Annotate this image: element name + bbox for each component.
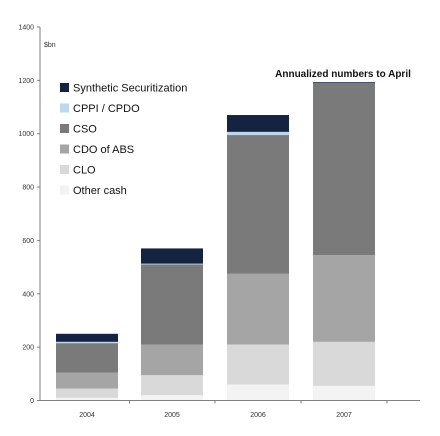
bar-cppi-cpdo-2006 — [227, 131, 289, 136]
bar-cso-2006 — [227, 135, 289, 274]
legend-label-cdo-of-abs: CDO of ABS — [73, 144, 134, 156]
bar-cso-2004 — [56, 343, 118, 373]
bar-clo-2004 — [56, 388, 118, 398]
legend: Synthetic Securitization CPPI / CPDO CSO CD… — [60, 83, 187, 197]
bars — [56, 82, 375, 401]
x-tick-label: 2005 — [164, 412, 180, 419]
bar-clo-2007 — [313, 341, 375, 386]
y-tick-label: 800 — [22, 185, 34, 192]
legend-label-cppi-cpdo: CPPI / CPDO — [73, 103, 140, 115]
y-tick-label: 0 — [30, 398, 34, 405]
bar-synthetic-securitization-2005 — [141, 248, 203, 264]
bar-other-cash-2007 — [313, 385, 375, 401]
legend-label-synthetic-securitization: Synthetic Securitization — [73, 83, 187, 95]
legend-label-other-cash: Other cash — [73, 185, 127, 197]
bar-cdo-of-abs-2005 — [141, 344, 203, 376]
bar-cso-2007 — [313, 83, 375, 256]
bar-cdo-of-abs-2006 — [227, 273, 289, 345]
legend-label-clo: CLO — [73, 165, 96, 177]
legend-swatch-synthetic-securitization — [60, 83, 69, 92]
bar-synthetic-securitization-2007 — [313, 82, 375, 84]
y-tick-label: 1000 — [18, 131, 34, 138]
bar-clo-2006 — [227, 344, 289, 385]
bar-other-cash-2006 — [227, 384, 289, 401]
legend-label-cso: CSO — [73, 124, 97, 136]
bar-other-cash-2005 — [141, 395, 203, 401]
x-tick-label: 2004 — [79, 412, 95, 419]
y-tick-label: 1200 — [18, 78, 34, 85]
legend-swatch-cppi-cpdo — [60, 103, 69, 113]
bar-other-cash-2004 — [56, 397, 118, 401]
chart-annotation: Annualized numbers to April — [275, 69, 411, 80]
bar-cdo-of-abs-2004 — [56, 372, 118, 389]
bar-cppi-cpdo-2005 — [141, 263, 203, 265]
bar-synthetic-securitization-2006 — [227, 115, 289, 132]
bar-cdo-of-abs-2007 — [313, 255, 375, 342]
bar-synthetic-securitization-2004 — [56, 333, 118, 342]
y-tick-label: 400 — [22, 291, 34, 298]
bar-cso-2005 — [141, 264, 203, 345]
y-ticks: 0 200 400 600 800 1000 1200 1400 — [18, 25, 40, 405]
x-tick-labels: 2004 2005 2006 2007 — [79, 400, 388, 419]
legend-swatch-cdo-of-abs — [60, 144, 69, 154]
legend-swatch-clo — [60, 165, 69, 174]
bar-clo-2005 — [141, 375, 203, 396]
bar-cppi-cpdo-2004 — [56, 341, 118, 344]
y-tick-label: 1400 — [18, 25, 34, 32]
y-unit-label: $bn — [44, 42, 56, 49]
x-tick-label: 2006 — [250, 412, 266, 419]
legend-swatch-cso — [60, 124, 69, 133]
y-tick-label: 200 — [22, 345, 34, 352]
x-tick-label: 2007 — [336, 412, 352, 419]
y-tick-label: 600 — [22, 238, 34, 245]
legend-swatch-other-cash — [60, 185, 69, 195]
